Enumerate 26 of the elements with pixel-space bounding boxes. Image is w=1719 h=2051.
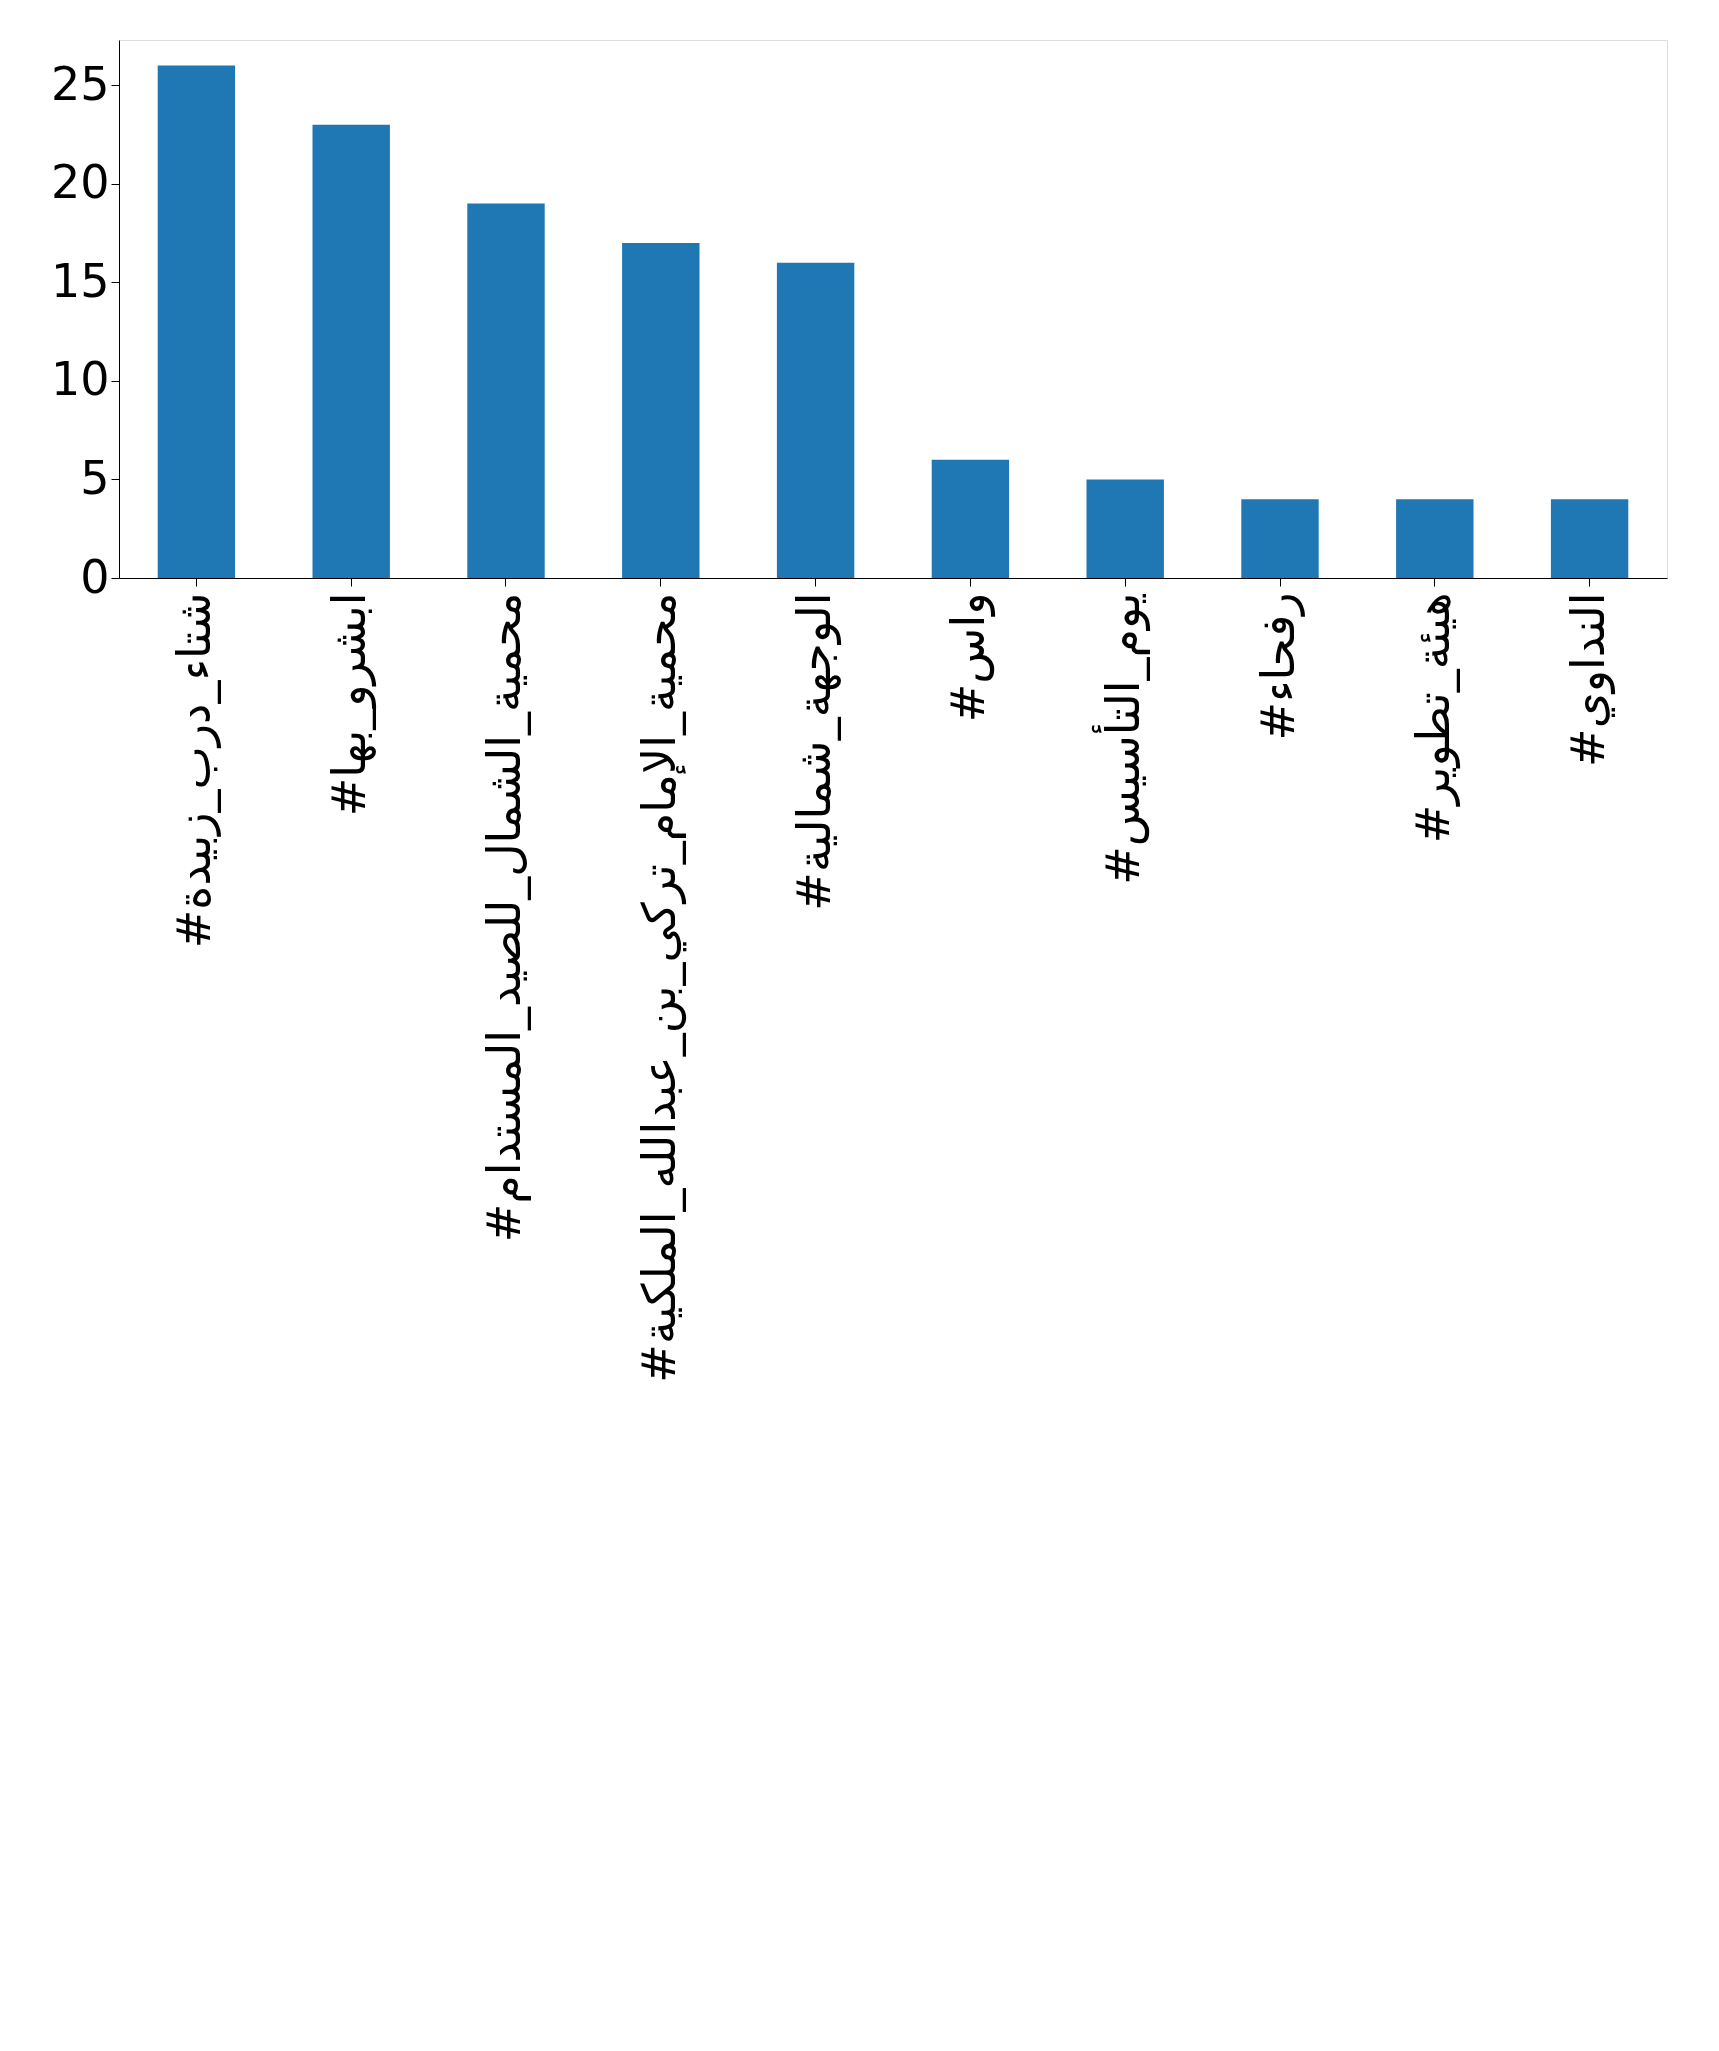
bar [776, 262, 855, 578]
x-tick-label: #محمية_الشمال_للصيد_المستدام [477, 592, 531, 1243]
bar [931, 459, 1010, 578]
bar [1550, 499, 1629, 578]
bar [312, 124, 390, 578]
x-tick-label: #هيئة_تطوير [1405, 592, 1461, 844]
y-tick-label: 15 [50, 253, 110, 308]
y-tick-label: 5 [80, 450, 110, 505]
y-tick-label: 20 [50, 155, 110, 210]
bar [1241, 499, 1319, 578]
y-tick-label: 0 [80, 549, 110, 604]
bar [157, 65, 236, 578]
y-tick-label: 25 [50, 56, 110, 111]
x-tick-label: #النداوي [1560, 592, 1616, 767]
bar [467, 203, 545, 578]
x-tick-label: #الوجهة_شمالية [786, 592, 842, 911]
x-tick-label: #رفحاء [1251, 592, 1305, 741]
y-tick-label: 10 [50, 352, 110, 407]
bar [1396, 499, 1474, 578]
x-tick-label: #ابشرو_بها [322, 592, 378, 817]
bar [622, 242, 700, 578]
x-tick-label: #شتاء_درب_زبيدة [167, 592, 222, 949]
x-tick-label: #واس [941, 592, 997, 723]
x-tick-label: #يوم_التأسيس [1091, 592, 1152, 885]
bar [1086, 479, 1164, 578]
x-tick-label: #محمية_الإمام_تركي_بن_عبدالله_الملكية [631, 592, 687, 1383]
